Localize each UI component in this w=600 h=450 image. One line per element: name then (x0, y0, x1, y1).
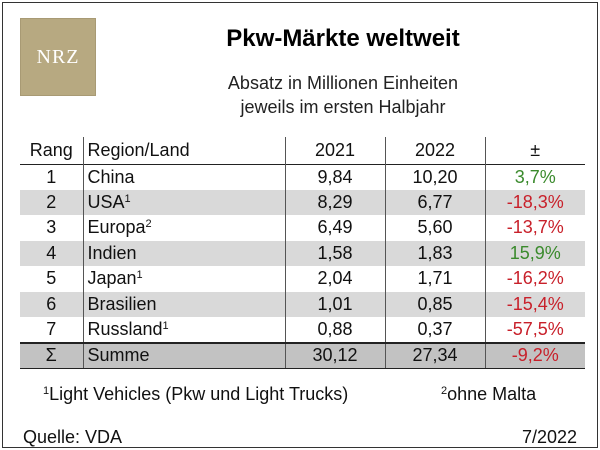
cell-rank: 4 (20, 240, 83, 266)
header-region: Region/Land (82, 137, 285, 164)
table-body: 1 China 9,84 10,20 3,7% 2 USA1 8,29 6,77 -18,3% 3 E… (20, 164, 585, 369)
region-name: China (87, 166, 135, 187)
total-2021: 30,12 (284, 341, 385, 369)
cell-region: Indien (82, 240, 285, 266)
region-name: USA (87, 191, 125, 212)
footnote-1-mark: 1 (43, 385, 50, 397)
cell-change: 3,7% (484, 164, 585, 190)
cell-rank: 5 (46, 268, 57, 289)
region-name: Indien (87, 242, 137, 263)
table-row: 4 Indien 1,58 1,83 15,9% (20, 240, 585, 266)
cell-change: -13,7% (484, 215, 585, 241)
header-rank: Rang (29, 139, 73, 160)
footnote-1-text: Light Vehicles (Pkw und Light Trucks) (49, 384, 349, 404)
header-change: ± (484, 137, 585, 164)
cell-2021: 2,04 (284, 266, 385, 292)
cell-region: USA1 (82, 189, 285, 215)
table-header-row: Rang Region/Land 2021 2022 ± (20, 137, 585, 164)
total-symbol: Σ (20, 341, 83, 369)
cell-2021: 8,29 (284, 189, 385, 215)
cell-rank: 3 (46, 217, 57, 238)
table-row: 3 Europa2 6,49 5,60 -13,7% (20, 215, 585, 241)
footnote-2-mark: 2 (441, 385, 448, 397)
cell-change: 15,9% (484, 240, 585, 266)
cell-change: -18,3% (484, 189, 585, 215)
region-name: Russland (87, 318, 163, 339)
total-2022: 27,34 (384, 341, 485, 369)
footnote-marker: 1 (136, 269, 143, 282)
cell-change: -15,4% (484, 291, 585, 317)
cell-2022: 0,85 (384, 291, 485, 317)
publication-date: 7/2022 (521, 427, 577, 447)
header-year-2022: 2022 (384, 137, 485, 164)
cell-2021: 1,01 (284, 291, 385, 317)
footnotes: 1Light Vehicles (Pkw und Light Trucks) 2… (43, 384, 583, 405)
cell-rank: 1 (46, 166, 57, 187)
cell-2021: 0,88 (284, 317, 385, 343)
page-title: Pkw-Märkte weltweit (226, 25, 460, 52)
subtitle-line-1: Absatz in Millionen Einheiten (227, 73, 459, 93)
table-row: 2 USA1 8,29 6,77 -18,3% (20, 189, 585, 215)
cell-2022: 6,77 (384, 189, 485, 215)
cell-rank: 6 (20, 291, 83, 317)
footnote-marker: 1 (162, 319, 169, 332)
total-label: Summe (82, 341, 285, 369)
subtitle-line-2: jeweils im ersten Halbjahr (240, 97, 446, 117)
cell-region: Europa2 (82, 215, 285, 241)
cell-change: -16,2% (484, 266, 585, 292)
cell-region: Brasilien (82, 291, 285, 317)
cell-region: Japan1 (82, 266, 285, 292)
footnote-2: 2ohne Malta (441, 384, 536, 405)
cell-rank: 2 (20, 189, 83, 215)
footnote-2-text: ohne Malta (447, 384, 537, 404)
cell-2022: 1,83 (384, 240, 485, 266)
logo-text: NRZ (36, 45, 80, 68)
table-row: 1 China 9,84 10,20 3,7% (20, 164, 585, 190)
cell-2021: 9,84 (284, 164, 385, 190)
table-row: 5 Japan1 2,04 1,71 -16,2% (20, 266, 585, 292)
footnote-1: 1Light Vehicles (Pkw und Light Trucks) (43, 384, 348, 404)
source-credit: Quelle: VDA (23, 427, 123, 447)
footnote-marker: 1 (124, 192, 131, 205)
cell-2021: 6,49 (284, 215, 385, 241)
cell-region: Russland1 (82, 317, 285, 343)
region-name: Japan (87, 268, 137, 289)
cell-rank: 7 (46, 318, 57, 339)
cell-2022: 0,37 (384, 317, 485, 343)
total-change: -9,2% (484, 341, 585, 369)
cell-region: China (82, 164, 285, 190)
region-name: Europa (87, 217, 146, 238)
cell-2022: 1,71 (384, 266, 485, 292)
region-name: Brasilien (87, 293, 157, 314)
cell-change: -57,5% (484, 317, 585, 343)
market-table: Rang Region/Land 2021 2022 ± 1 China 9,84 1… (20, 137, 585, 369)
total-row: Σ Summe 30,12 27,34 -9,2% (20, 341, 585, 369)
table-row: 7 Russland1 0,88 0,37 -57,5% (20, 317, 585, 343)
footnote-marker: 2 (145, 218, 152, 231)
cell-2021: 1,58 (284, 240, 385, 266)
cell-2022: 5,60 (384, 215, 485, 241)
header-year-2021: 2021 (284, 137, 385, 164)
nrz-logo: NRZ (20, 18, 96, 96)
table-row: 6 Brasilien 1,01 0,85 -15,4% (20, 291, 585, 317)
cell-2022: 10,20 (384, 164, 485, 190)
